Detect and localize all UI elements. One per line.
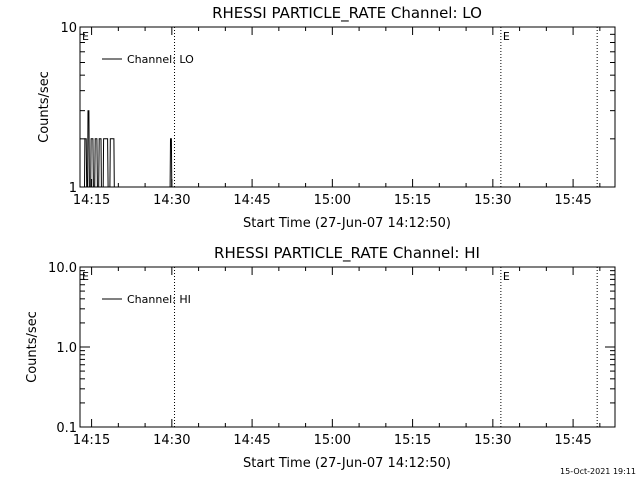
hi-x-tick-label: 14:15	[73, 433, 110, 448]
hi-y-tick-label: 10.0	[48, 261, 77, 276]
lo-y-tick-label: 10	[60, 21, 77, 36]
hi-x-tick-label: 15:15	[394, 433, 431, 448]
hi-y-axis-label: Counts/sec	[25, 311, 40, 383]
lo-x-tick-label: 15:30	[474, 193, 511, 208]
lo-marker-label: E	[82, 30, 89, 43]
hi-marker-label: E	[82, 270, 89, 283]
lo-x-tick-label: 14:15	[73, 193, 110, 208]
hi-x-axis-label: Start Time (27-Jun-07 14:12:50)	[243, 456, 451, 471]
lo-x-tick-label: 15:00	[314, 193, 351, 208]
lo-x-tick-label: 15:45	[554, 193, 591, 208]
hi-plot-frame	[79, 266, 616, 428]
generation-timestamp: 15-Oct-2021 19:11	[560, 467, 636, 476]
hi-legend-label: Channel: HI	[127, 293, 191, 306]
hi-x-tick-label: 14:45	[233, 433, 270, 448]
lo-legend-label: Channel: LO	[127, 53, 194, 66]
lo-x-axis-label: Start Time (27-Jun-07 14:12:50)	[243, 216, 451, 231]
lo-series-line	[84, 110, 173, 188]
lo-channel-plot: RHESSI PARTICLE_RATE Channel: LO Start T…	[37, 4, 616, 231]
hi-y-tick-label: 1.0	[56, 341, 77, 356]
hi-x-tick-label: 15:00	[314, 433, 351, 448]
lo-x-tick-label: 14:30	[153, 193, 190, 208]
hi-y-tick-label: 0.1	[56, 421, 77, 436]
lo-plot-title: RHESSI PARTICLE_RATE Channel: LO	[212, 4, 482, 23]
hi-marker-label: E	[503, 270, 510, 283]
lo-x-tick-label: 14:45	[233, 193, 270, 208]
hi-x-tick-label: 14:30	[153, 433, 190, 448]
lo-y-axis-label: Counts/sec	[37, 71, 52, 143]
hi-channel-plot: RHESSI PARTICLE_RATE Channel: HI Start T…	[25, 244, 616, 471]
lo-x-tick-label: 15:15	[394, 193, 431, 208]
hi-x-tick-label: 15:45	[554, 433, 591, 448]
lo-marker-label: E	[503, 30, 510, 43]
lo-plot-frame	[79, 26, 616, 188]
hi-plot-title: RHESSI PARTICLE_RATE Channel: HI	[214, 244, 480, 263]
lo-y-tick-label: 1	[69, 181, 77, 196]
hi-x-tick-label: 15:30	[474, 433, 511, 448]
